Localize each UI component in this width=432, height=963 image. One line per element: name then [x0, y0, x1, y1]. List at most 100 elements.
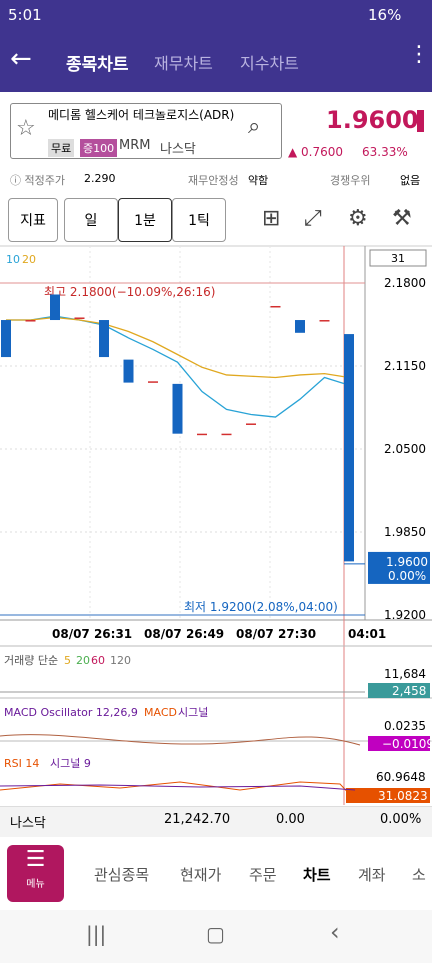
toolbar-button[interactable]: 지표 — [8, 198, 58, 242]
count-box — [369, 249, 427, 267]
info-value: 약함 — [248, 174, 269, 187]
label: 적정주가 — [24, 174, 65, 187]
y-tick-label: 1.9850 — [384, 525, 426, 539]
nav-item[interactable]: 계좌 — [358, 866, 386, 884]
candle — [1, 320, 11, 358]
layout-icon[interactable]: ⊞ — [262, 206, 281, 231]
low-note: 최저 1.9200(2.08%,04:00) — [184, 600, 338, 614]
y-tick-label: 2.1800 — [384, 276, 426, 290]
tab[interactable]: 재무차트 — [154, 54, 213, 73]
change-value: 0.7600 — [301, 145, 344, 159]
ticker-bar — [0, 806, 432, 837]
info-label: ⓘ 적정주가 — [10, 174, 65, 187]
home-button[interactable]: ▢ — [206, 922, 225, 946]
candle — [50, 294, 60, 321]
recent-button[interactable]: ||| — [86, 922, 107, 946]
panel-title: 거래량 단순 — [4, 654, 58, 667]
panel-value: 31.0823 — [378, 789, 428, 803]
panel-max: 0.0235 — [384, 719, 426, 733]
ma-line — [6, 316, 350, 379]
ticker-change: 0.00 — [276, 812, 305, 827]
panel-value-box — [346, 788, 430, 803]
candle — [123, 359, 134, 383]
panel-period: 20 — [76, 654, 90, 667]
candle — [74, 317, 85, 319]
system-back[interactable]: ‹ — [330, 918, 340, 946]
tools-icon[interactable]: ⚒ — [392, 206, 412, 231]
stock-box[interactable] — [10, 103, 282, 159]
panel-title: 시그널 9 — [50, 757, 91, 770]
candle — [270, 305, 281, 308]
candle — [319, 320, 330, 322]
panel-period: 5 — [64, 654, 71, 667]
market: 나스닥 — [160, 142, 196, 157]
search-icon[interactable]: ⌕ — [248, 114, 261, 139]
back-button[interactable]: ← — [10, 44, 32, 74]
panel-line — [0, 734, 361, 746]
panel-title: MACD — [144, 706, 177, 719]
x-tick-label: 08/07 26:49 — [144, 627, 224, 641]
ticker-pct: 0.00% — [380, 812, 422, 827]
x-tick-label: 04:01 — [348, 627, 386, 641]
tag: 증100 — [80, 139, 118, 157]
stock-name: 메디롬 헬스케어 테크놀로지스(ADR) — [48, 108, 235, 122]
menu-button[interactable]: ☰ 메뉴 — [7, 845, 64, 902]
ticker-value: 21,242.70 — [164, 812, 231, 827]
current-box — [368, 551, 430, 584]
toolbar-button[interactable]: 일 — [64, 198, 118, 242]
candle — [295, 320, 305, 333]
candle — [172, 383, 183, 434]
info-value: 2.290 — [84, 172, 116, 185]
current-pct: 0.00% — [388, 569, 426, 583]
more-button[interactable]: ⋮ — [408, 42, 430, 67]
stock-code: MRM — [119, 138, 151, 153]
ma-line — [6, 315, 350, 418]
candle — [344, 334, 354, 562]
panel-value-box — [368, 736, 430, 751]
info-label: 경쟁우위 — [330, 174, 371, 187]
nav-item[interactable]: 관심종목 — [94, 866, 150, 884]
panel-title: RSI 14 — [4, 757, 39, 770]
current-price: 1.9600 — [386, 555, 428, 569]
settings-icon[interactable]: ⚙ — [348, 206, 368, 231]
candle — [25, 320, 36, 322]
candle — [197, 433, 207, 436]
nav-item[interactable]: 현재가 — [180, 866, 222, 884]
system-bar — [0, 910, 432, 963]
panel-title: 시그널 — [178, 706, 208, 719]
candle — [221, 433, 232, 436]
count: 31 — [391, 252, 405, 265]
panel-title: MACD Oscillator 12,26,9 — [4, 706, 138, 719]
info-value: 없음 — [400, 174, 421, 187]
favorite-icon[interactable]: ☆ — [16, 116, 36, 141]
nav-item[interactable]: 차트 — [303, 866, 331, 884]
nav-item[interactable]: 소 — [412, 866, 426, 884]
panel-value-box — [368, 683, 430, 698]
panel-line — [0, 781, 356, 801]
price-bar — [417, 110, 424, 132]
expand-icon[interactable]: ⤢ — [304, 206, 322, 231]
ticker-name: 나스닥 — [10, 816, 46, 831]
change-pct: 63.33% — [362, 145, 408, 159]
tab[interactable]: 지수차트 — [240, 54, 299, 73]
tab[interactable]: 종목차트 — [66, 55, 129, 75]
panel-value: 2,458 — [392, 684, 426, 698]
battery: 16% — [368, 6, 402, 24]
nav-item[interactable]: 주문 — [249, 866, 277, 884]
x-tick-label: 08/07 27:30 — [236, 627, 316, 641]
panel-value: −0.0109 — [382, 737, 432, 751]
x-tick-label: 08/07 26:31 — [52, 627, 132, 641]
price: 1.9600 — [326, 106, 419, 134]
ma-label: 10 — [6, 253, 20, 266]
y-tick-label: 2.1150 — [384, 359, 426, 373]
header — [0, 30, 432, 92]
status-bar — [0, 0, 432, 30]
toolbar-button[interactable]: 1틱 — [172, 198, 226, 242]
panel-period: 120 — [110, 654, 131, 667]
panel-max: 11,684 — [384, 667, 426, 681]
time: 5:01 — [8, 6, 42, 24]
toolbar-button[interactable]: 1분 — [118, 198, 172, 242]
high-note: 최고 2.1800(−10.09%,26:16) — [44, 285, 215, 299]
